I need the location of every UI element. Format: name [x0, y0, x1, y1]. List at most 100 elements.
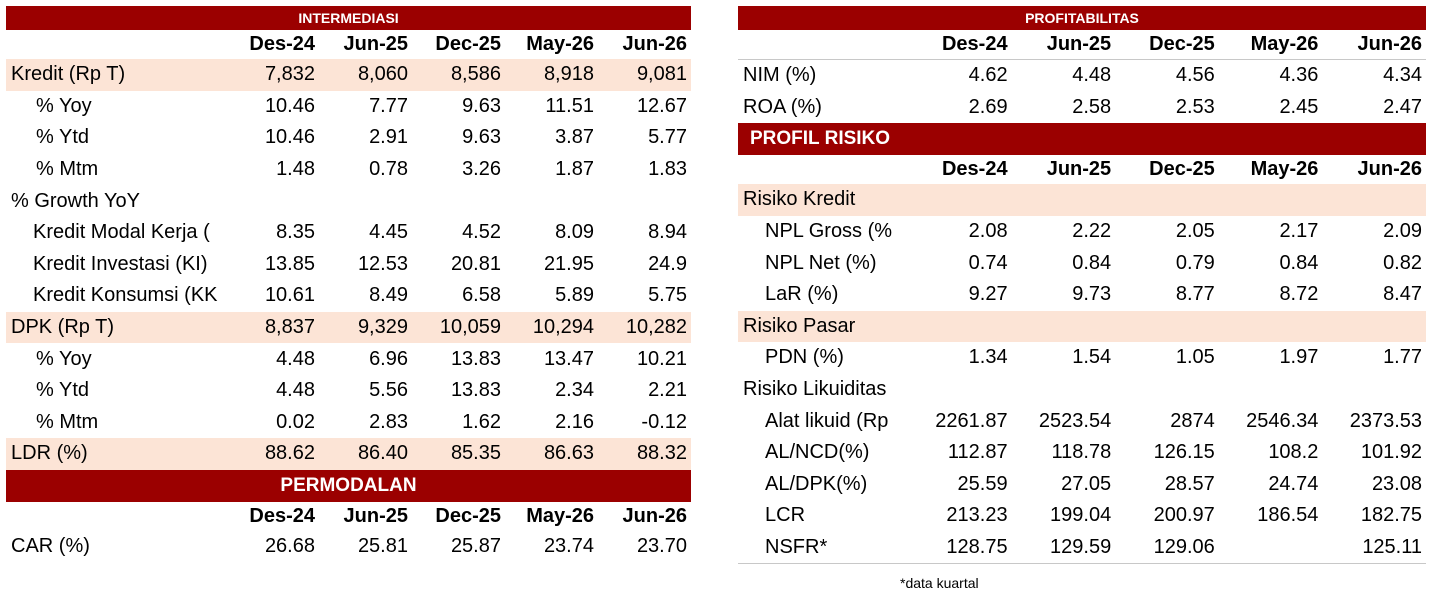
table-row: Kredit (Rp T) 7,832 8,060 8,586 8,918 9,…	[6, 59, 691, 91]
cell: 9.27	[968, 283, 1008, 306]
cell: 2.69	[968, 95, 1008, 118]
cell: 85.35	[412, 438, 505, 470]
table-row: Risiko Pasar	[738, 310, 1426, 343]
cell: 13.47	[543, 347, 594, 370]
cell: 2.17	[1279, 220, 1319, 243]
table-row: NSFR* 128.75 129.59 129.06 125.11	[738, 532, 1426, 564]
cell: 11.51	[545, 94, 594, 117]
row-label: Risiko Likuiditas	[743, 378, 887, 401]
row-label: LDR (%)	[6, 438, 226, 470]
cell: 2373.53	[1349, 409, 1422, 432]
cell: 7.77	[369, 94, 408, 117]
column-header: Jun-25	[343, 504, 408, 527]
cell: 2.21	[648, 379, 687, 402]
row-label: % Mtm	[36, 158, 99, 181]
column-header: Jun-26	[1357, 158, 1422, 181]
cell: 4.48	[276, 347, 315, 370]
column-header: Des-24	[249, 33, 315, 55]
cell: 10.61	[264, 284, 315, 307]
cell: 8.72	[1279, 283, 1319, 306]
cell: 101.92	[1360, 441, 1422, 464]
cell: 1.05	[1175, 346, 1215, 369]
cell: 20.81	[450, 252, 501, 275]
cell: 182.75	[1360, 504, 1422, 527]
cell: 26.68	[264, 535, 315, 558]
row-label: % Growth YoY	[11, 189, 140, 212]
cell: 25.87	[450, 535, 501, 558]
cell: 2.16	[555, 410, 594, 433]
column-header: Jun-26	[622, 504, 687, 527]
table-row: Kredit Investasi (KI) 13.85 12.53 20.81 …	[6, 249, 691, 281]
cell: 88.32	[598, 438, 691, 470]
row-label: % Ytd	[36, 126, 89, 149]
cell: 25.81	[357, 535, 408, 558]
cell: 6.96	[369, 347, 408, 370]
cell: 6.58	[462, 284, 501, 307]
cell: 0.84	[1072, 251, 1112, 274]
cell: 4.62	[968, 64, 1008, 87]
row-label: NPL Net (%)	[765, 251, 877, 274]
cell: 23.08	[1371, 472, 1422, 495]
cell: 0.82	[1383, 251, 1422, 274]
cell: 4.56	[1175, 64, 1215, 87]
table-row: % Ytd 4.48 5.56 13.83 2.34 2.21	[6, 375, 691, 407]
cell: 8.77	[1175, 283, 1215, 306]
cell: 5.89	[555, 284, 594, 307]
table-row: Alat likuid (Rp 2261.87 2523.54 2874 254…	[738, 405, 1426, 437]
cell: 9.63	[462, 94, 501, 117]
cell: 8.35	[276, 221, 315, 244]
cell: 10,294	[505, 311, 598, 344]
cell: 10.46	[264, 126, 315, 149]
cell: 86.40	[319, 438, 412, 470]
cell: 1.62	[462, 410, 501, 433]
table-row: NPL Gross (% 2.08 2.22 2.05 2.17 2.09	[738, 216, 1426, 248]
profil-risiko-header: PROFIL RISIKO	[738, 123, 1426, 156]
cell: 8.49	[369, 284, 408, 307]
row-label: % Mtm	[36, 410, 99, 433]
row-label: Kredit Konsumsi (KK	[33, 284, 218, 307]
cell: 186.54	[1257, 504, 1319, 527]
cell: 2.22	[1072, 220, 1112, 243]
cell: 7,832	[226, 59, 319, 91]
row-label: Kredit (Rp T)	[6, 59, 226, 91]
column-header: Dec-25	[435, 33, 501, 55]
cell: 12.67	[636, 94, 687, 117]
table-row: LDR (%) 88.62 86.40 85.35 86.63 88.32	[6, 438, 691, 470]
row-label: LCR	[765, 504, 806, 527]
cell: 1.34	[968, 346, 1008, 369]
intermediasi-header: INTERMEDIASI	[6, 6, 691, 30]
cell: 27.05	[1061, 472, 1112, 495]
profil-risiko-column-header-row: Des-24 Jun-25 Dec-25 May-26 Jun-26	[738, 155, 1426, 184]
cell: 2.34	[555, 379, 594, 402]
cell: 1.54	[1072, 346, 1112, 369]
column-header: Dec-25	[435, 504, 501, 527]
column-header: May-26	[1250, 158, 1319, 181]
cell: 3.87	[555, 126, 594, 149]
table-row: DPK (Rp T) 8,837 9,329 10,059 10,294 10,…	[6, 311, 691, 344]
cell: 0.79	[1175, 251, 1215, 274]
left-panel: INTERMEDIASI Des-24 Jun-25 Dec-25 May-26…	[6, 6, 691, 562]
cell: 88.62	[226, 438, 319, 470]
cell: 8,060	[319, 59, 412, 91]
cell: 10.46	[264, 94, 315, 117]
table-row: Risiko Kredit	[738, 184, 1426, 216]
row-label: PDN (%)	[765, 346, 844, 369]
cell: 1.48	[276, 158, 315, 181]
cell: 9,329	[319, 311, 412, 344]
cell: 0.78	[369, 158, 408, 181]
cell: 8,918	[505, 59, 598, 91]
cell: 24.74	[1268, 472, 1319, 495]
cell: 28.57	[1164, 472, 1215, 495]
cell: 5.75	[648, 284, 687, 307]
table-row: LaR (%) 9.27 9.73 8.77 8.72 8.47	[738, 279, 1426, 311]
intermediasi-table: Des-24 Jun-25 Dec-25 May-26 Jun-26 Kredi…	[6, 30, 691, 470]
cell: 213.23	[946, 504, 1008, 527]
cell: 2523.54	[1038, 409, 1112, 432]
row-label: Alat likuid (Rp	[765, 409, 889, 432]
cell: 10,282	[598, 311, 691, 344]
permodalan-header: PERMODALAN	[6, 469, 691, 502]
cell: 10.21	[636, 347, 687, 370]
cell: 1.83	[648, 158, 687, 181]
cell: 9,081	[598, 59, 691, 91]
cell: 2.08	[968, 220, 1008, 243]
